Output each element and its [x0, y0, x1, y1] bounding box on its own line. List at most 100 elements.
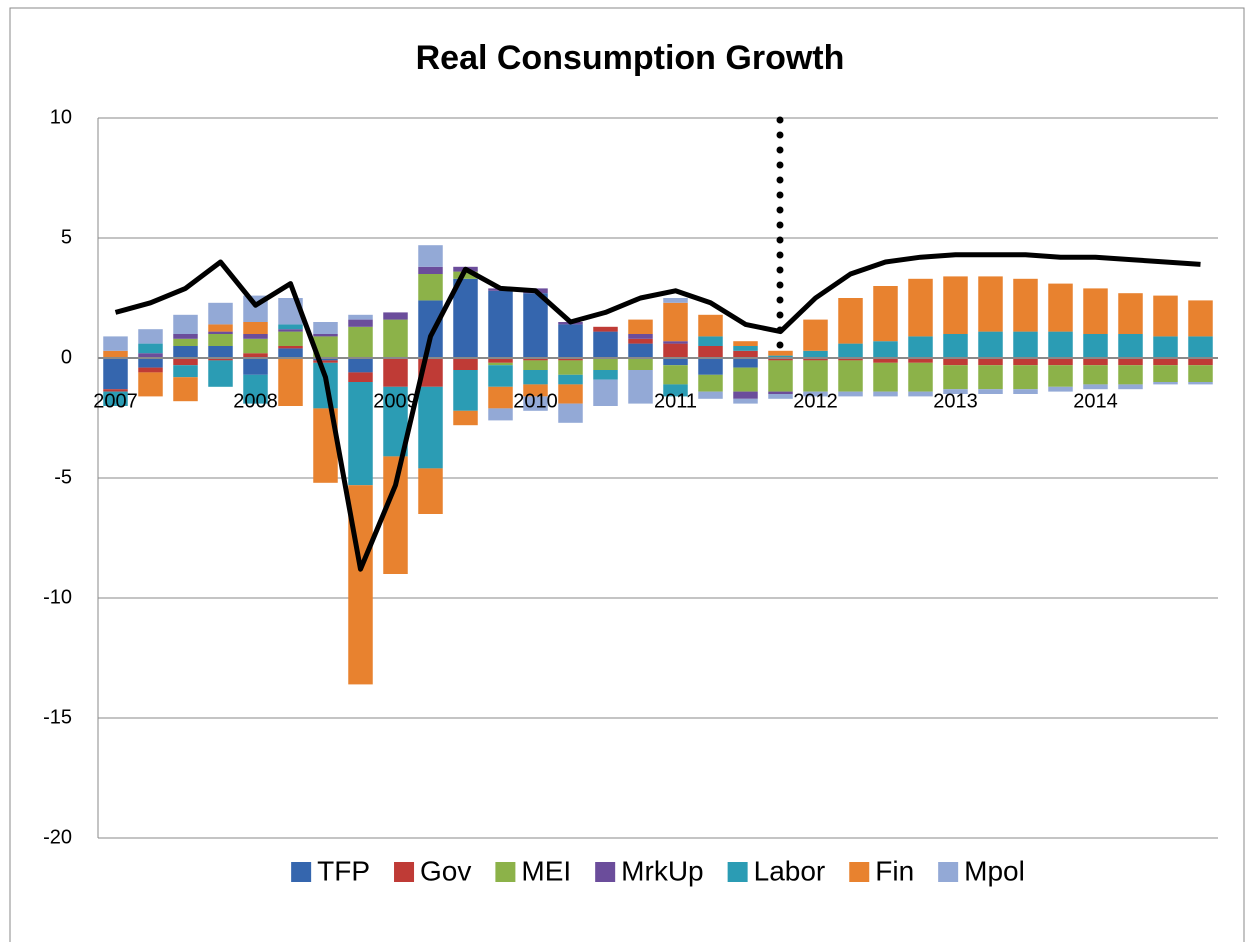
bar-segment: [558, 403, 583, 423]
bar-segment: [523, 293, 548, 358]
bar-segment: [558, 384, 583, 404]
bar-segment: [1188, 382, 1213, 385]
bar-segment: [593, 379, 618, 406]
bar-segment: [173, 358, 198, 366]
bar-segment: [313, 334, 338, 337]
bar-segment: [488, 365, 513, 387]
bar-segment: [733, 398, 758, 404]
bar-segment: [1153, 358, 1178, 366]
bar-segment: [838, 360, 863, 392]
bar-segment: [453, 370, 478, 411]
line: [114, 252, 1201, 572]
bar-segment: [558, 374, 583, 385]
bar-segment: [978, 389, 1003, 394]
bar-segment: [348, 319, 373, 327]
bar-segment: [628, 370, 653, 404]
bar-segment: [1048, 386, 1073, 392]
bar-segment: [418, 468, 443, 514]
bar-segment: [978, 358, 1003, 366]
bar-segment: [208, 334, 233, 346]
bar-segment: [208, 358, 233, 361]
grid: 10 5 0 -5 -10 -15 -20: [43, 106, 1218, 848]
bar-segment: [698, 391, 723, 399]
bar-segment: [768, 360, 793, 392]
bar-segment: [1188, 358, 1213, 366]
bar-segment: [558, 324, 583, 358]
bar-segment: [908, 391, 933, 397]
bar-segment: [418, 274, 443, 301]
bar-segment: [1188, 365, 1213, 382]
bar-segment: [1048, 331, 1073, 358]
bar-segment: [768, 358, 793, 361]
bar-segment: [103, 350, 128, 358]
bar-segment: [208, 331, 233, 334]
bar-segment: [243, 353, 268, 358]
legend-swatch: [394, 862, 415, 882]
bar-segment: [278, 346, 303, 349]
bar-segment: [1083, 384, 1108, 390]
bar-segment: [348, 358, 373, 373]
legend-label: Mpol: [964, 855, 1025, 886]
bar-segment: [943, 389, 968, 394]
bar-segment: [348, 326, 373, 358]
bar-segment: [1188, 300, 1213, 337]
bar-segment: [1013, 365, 1038, 390]
bar-segment: [628, 334, 653, 339]
bar-segment: [698, 358, 723, 375]
bar-segment: [348, 314, 373, 320]
bar-segment: [313, 360, 338, 363]
legend-label: MEI: [521, 855, 571, 886]
bar-segment: [523, 360, 548, 370]
bar-segment: [1013, 389, 1038, 394]
bar-segment: [208, 302, 233, 325]
bar-segment: [1048, 365, 1073, 387]
x-tick-label: 2014: [1073, 390, 1118, 412]
bar-segment: [1118, 365, 1143, 385]
bar-segment: [558, 360, 583, 375]
bar-segment: [103, 389, 128, 392]
bar-segment: [488, 408, 513, 421]
bar-segment: [488, 362, 513, 366]
bar-segment: [1083, 358, 1108, 366]
bar-segment: [278, 329, 303, 332]
bar-segment: [803, 358, 828, 361]
bar-segment: [418, 245, 443, 267]
bar-segment: [1118, 293, 1143, 334]
legend-swatch: [595, 862, 616, 882]
bar-segment: [278, 358, 303, 406]
y-tick-label: 5: [61, 226, 72, 248]
bar-segment: [278, 324, 303, 330]
bar-segment: [803, 350, 828, 358]
bar-segment: [733, 346, 758, 351]
bar-segment: [698, 314, 723, 337]
bar-segment: [488, 358, 513, 363]
bar-segment: [978, 331, 1003, 358]
bar-segment: [943, 365, 968, 390]
bar-segment: [803, 319, 828, 351]
legend-label: MrkUp: [621, 855, 703, 886]
bar-segment: [1118, 358, 1143, 366]
bar-segment: [943, 358, 968, 366]
x-tick-label: 2008: [233, 390, 278, 412]
bar-segment: [1083, 334, 1108, 358]
bar-segment: [173, 346, 198, 358]
bar-segment: [313, 336, 338, 358]
x-tick-label: 2007: [93, 390, 138, 412]
bar-segment: [138, 367, 163, 373]
y-tick-label: 0: [61, 346, 72, 368]
bar-segment: [663, 298, 688, 303]
bar-segment: [348, 382, 373, 486]
legend-swatch: [727, 862, 748, 882]
bar-segment: [873, 358, 898, 363]
bar-segment: [838, 358, 863, 361]
bar-segment: [733, 391, 758, 399]
bar-segment: [453, 358, 478, 370]
bar-segment: [943, 276, 968, 334]
x-tick-label: 2009: [373, 390, 418, 412]
bar-segment: [768, 350, 793, 356]
bar-segment: [628, 338, 653, 344]
bar-segment: [908, 278, 933, 337]
bar-segment: [1048, 358, 1073, 366]
bar-segment: [173, 334, 198, 339]
